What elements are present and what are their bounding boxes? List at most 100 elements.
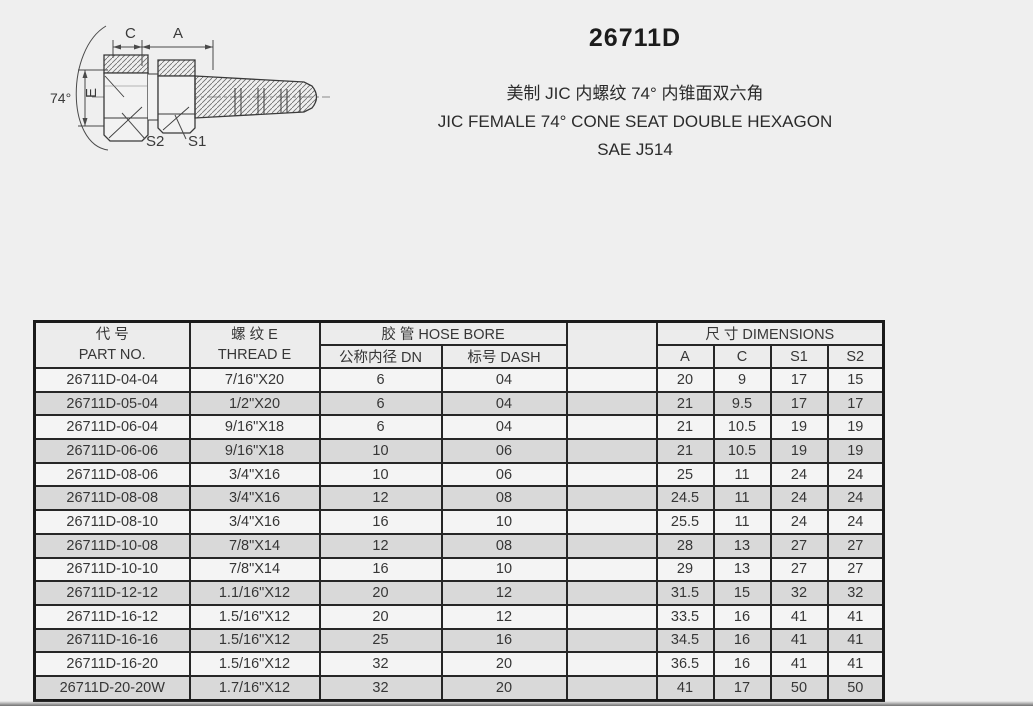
col-header-c: C	[712, 344, 772, 369]
nut-outline	[103, 54, 149, 142]
table-cell: 24.5	[655, 485, 715, 512]
table-cell	[565, 603, 658, 630]
table-cell: 11	[712, 509, 772, 535]
table-cell: 27	[826, 532, 885, 559]
dimension-arrows	[82, 44, 213, 126]
table-cell: 1.1/16"X12	[188, 580, 321, 606]
table-cell: 27	[769, 556, 829, 583]
hose-tail	[194, 75, 318, 119]
table-cell: 24	[769, 461, 829, 488]
table-cell	[565, 367, 658, 393]
table-cell: 26711D-20-20W	[33, 674, 191, 702]
table-cell: 26711D-16-16	[33, 627, 191, 654]
dim-label-c: C	[125, 25, 136, 42]
table-cell: 6	[318, 367, 443, 393]
table-cell: 20	[440, 674, 568, 702]
table-cell: 19	[826, 438, 885, 464]
dim-label-e: E	[83, 88, 100, 98]
table-cell: 9/16"X18	[188, 414, 321, 441]
table-cell: 17	[712, 674, 772, 702]
table-cell: 34.5	[655, 627, 715, 654]
table-cell: 21	[655, 438, 715, 464]
table-cell: 24	[769, 485, 829, 512]
table-cell: 3/4"X16	[188, 485, 321, 512]
table-cell: 6	[318, 390, 443, 417]
table-cell: 10.5	[712, 438, 772, 464]
table-cell: 9	[712, 367, 772, 393]
table-cell	[565, 438, 658, 464]
table-cell: 12	[318, 485, 443, 512]
table-cell: 50	[826, 674, 885, 702]
table-cell: 25	[318, 627, 443, 654]
model-number: 26711D	[588, 24, 682, 52]
table-row: 26711D-08-06 3/4"X16 10 06 25 11 24 24	[33, 461, 885, 488]
table-cell: 25	[655, 461, 715, 488]
table-cell: 20	[440, 651, 568, 677]
col-header-part-no: 代 号 PART NO.	[33, 320, 191, 369]
table-cell: 3/4"X16	[188, 461, 321, 488]
table-cell: 04	[440, 390, 568, 417]
table-cell: 41	[769, 627, 829, 654]
leader-lines	[121, 112, 187, 140]
table-cell: 41	[826, 603, 885, 630]
table-cell	[565, 580, 658, 606]
table-cell: 19	[826, 414, 885, 441]
table-cell: 24	[769, 509, 829, 535]
table-row: 26711D-16-20 1.5/16"X12 32 20 36.5 16 41 41	[33, 651, 885, 677]
table-cell: 10	[440, 509, 568, 535]
col-header-dash: 标号 DASH	[440, 344, 568, 369]
col-header-thread-en: THREAD E	[217, 347, 292, 363]
col-header-part-no-cn: 代 号	[95, 327, 129, 343]
table-cell: 26711D-05-04	[33, 390, 191, 417]
table-cell	[565, 556, 658, 583]
table-cell: 12	[440, 603, 568, 630]
s2-label: S2	[146, 133, 164, 150]
table-cell: 10	[440, 556, 568, 583]
col-header-part-no-en: PART NO.	[78, 347, 146, 363]
table-cell: 7/16"X20	[188, 367, 321, 393]
table-cell: 1.5/16"X12	[188, 603, 321, 630]
table-cell: 20	[318, 580, 443, 606]
table-cell: 26711D-06-04	[33, 414, 191, 441]
table-cell: 15	[712, 580, 772, 606]
table-cell	[565, 390, 658, 417]
table-cell: 26711D-10-10	[33, 556, 191, 583]
table-cell: 20	[655, 367, 715, 393]
table-cell: 15	[826, 367, 885, 393]
subtitle-english: JIC FEMALE 74° CONE SEAT DOUBLE HEXAGON	[437, 112, 833, 131]
col-header-thread-cn: 螺 纹 E	[231, 327, 278, 343]
table-cell: 10	[318, 461, 443, 488]
table-row: 26711D-10-08 7/8"X14 12 08 28 13 27 27	[33, 532, 885, 559]
table-cell: 16	[712, 603, 772, 630]
table-cell: 17	[769, 390, 829, 417]
table-cell: 21	[655, 390, 715, 417]
table-cell: 32	[826, 580, 885, 606]
table-cell: 1.5/16"X12	[188, 651, 321, 677]
table-cell: 08	[440, 532, 568, 559]
table-cell: 26711D-08-06	[33, 461, 191, 488]
table-cell: 31.5	[655, 580, 715, 606]
table-cell	[565, 532, 658, 559]
table-cell: 6	[318, 414, 443, 441]
table-cell: 16	[440, 627, 568, 654]
table-cell: 32	[318, 651, 443, 677]
table-cell: 24	[826, 461, 885, 488]
table-cell	[565, 674, 658, 702]
spec-table-body: 26711D-04-04 7/16"X20 6 04 20 9 17 15 26711D-05-…	[33, 367, 885, 702]
dim-label-a: A	[173, 25, 183, 42]
table-cell: 16	[712, 651, 772, 677]
col-header-dimensions: 尺 寸 DIMENSIONS	[655, 320, 885, 346]
table-cell: 32	[769, 580, 829, 606]
table-cell: 9/16"X18	[188, 438, 321, 464]
table-row: 26711D-20-20W 1.7/16"X12 32 20 41 17 50 50	[33, 674, 885, 702]
table-cell	[565, 627, 658, 654]
table-cell	[565, 414, 658, 441]
table-cell: 27	[826, 556, 885, 583]
table-row: 26711D-10-10 7/8"X14 16 10 29 13 27 27	[33, 556, 885, 583]
table-cell: 17	[826, 390, 885, 417]
table-cell: 26711D-16-12	[33, 603, 191, 630]
col-header-blank	[565, 320, 658, 369]
col-header-s1: S1	[769, 344, 829, 369]
table-cell: 04	[440, 367, 568, 393]
table-cell: 16	[318, 509, 443, 535]
